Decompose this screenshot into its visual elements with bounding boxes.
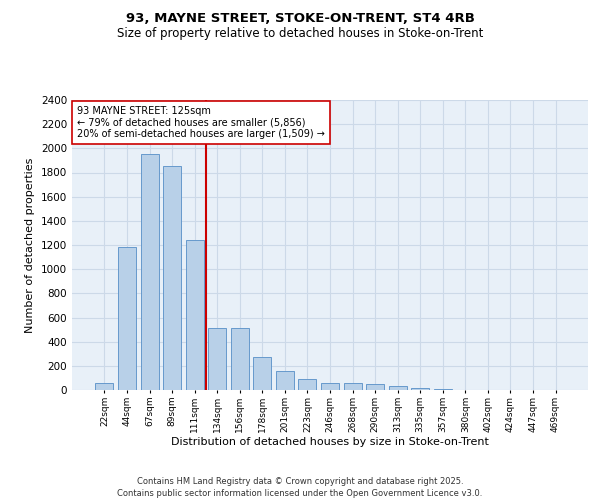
Text: Size of property relative to detached houses in Stoke-on-Trent: Size of property relative to detached ho… [117,28,483,40]
Bar [140,154,158,390]
Text: 93 MAYNE STREET: 125sqm
← 79% of detached houses are smaller (5,856)
20% of semi: 93 MAYNE STREET: 125sqm ← 79% of detache… [77,106,325,139]
Bar [163,166,181,390]
Bar [231,328,249,390]
Bar [411,388,429,390]
Text: 93, MAYNE STREET, STOKE-ON-TRENT, ST4 4RB: 93, MAYNE STREET, STOKE-ON-TRENT, ST4 4R… [125,12,475,26]
Bar [208,328,226,390]
Y-axis label: Number of detached properties: Number of detached properties [25,158,35,332]
Bar [389,386,407,390]
Bar [366,384,384,390]
Bar [298,379,316,390]
Bar [276,370,294,390]
Bar [253,358,271,390]
Bar [118,248,136,390]
Bar [321,384,339,390]
X-axis label: Distribution of detached houses by size in Stoke-on-Trent: Distribution of detached houses by size … [171,438,489,448]
Bar [95,383,113,390]
Bar [344,384,362,390]
Text: Contains HM Land Registry data © Crown copyright and database right 2025.
Contai: Contains HM Land Registry data © Crown c… [118,476,482,498]
Bar [434,389,452,390]
Bar [185,240,204,390]
